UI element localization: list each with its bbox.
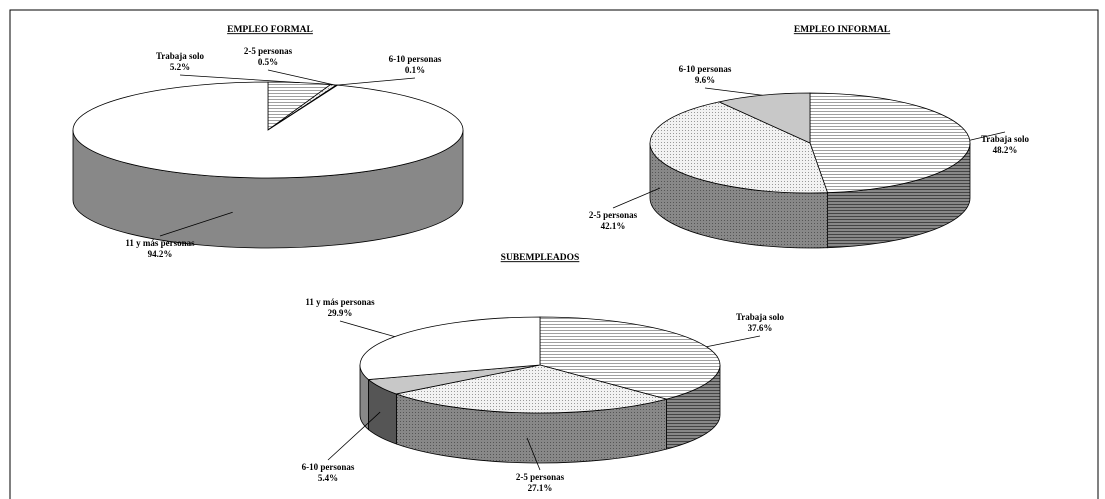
leader-line (526, 437, 541, 471)
slice-label: 2-5 personas (516, 472, 565, 482)
value-label: 48.2% (993, 145, 1018, 155)
value-label: 0.1% (405, 65, 425, 75)
slice-label: 6-10 personas (302, 462, 355, 472)
value-label: 0.5% (258, 57, 278, 67)
leader-line (327, 411, 381, 461)
value-label: 27.1% (528, 483, 553, 493)
leader-line (179, 74, 300, 84)
value-label: 9.6% (695, 75, 715, 85)
frame (9, 9, 1099, 499)
slice-label: 11 y más personas (125, 238, 195, 248)
leader-line (159, 211, 233, 237)
leader-line (706, 335, 761, 348)
value-label: 5.2% (170, 62, 190, 72)
slice (539, 316, 721, 400)
slice-label: 6-10 personas (389, 54, 442, 64)
leader-line (339, 320, 395, 338)
value-label: 94.2% (148, 249, 173, 259)
slice-label: 2-5 personas (244, 46, 293, 56)
slice-label: Trabaja solo (981, 134, 1030, 144)
leader-line (267, 69, 334, 86)
value-label: 37.6% (748, 323, 773, 333)
chart-title: SUBEMPLEADOS (501, 253, 580, 263)
chart-title: EMPLEO FORMAL (227, 25, 313, 35)
slice (809, 92, 971, 194)
slice-label: Trabaja solo (156, 51, 205, 61)
slice (359, 316, 541, 380)
value-label: 29.9% (328, 308, 353, 318)
leader-line (612, 187, 661, 209)
leader-line (969, 131, 1006, 141)
chart-title: EMPLEO INFORMAL (794, 25, 890, 35)
slice-label: Trabaja solo (736, 312, 785, 322)
leader-line (336, 77, 416, 86)
slice (394, 364, 669, 414)
leader-line (704, 87, 763, 96)
value-label: 42.1% (601, 221, 626, 231)
slice-label: 2-5 personas (589, 210, 638, 220)
slice-label: 6-10 personas (679, 64, 732, 74)
slice (72, 81, 464, 179)
value-label: 5.4% (318, 473, 338, 483)
slice (649, 101, 829, 194)
slice-label: 11 y más personas (305, 297, 375, 307)
